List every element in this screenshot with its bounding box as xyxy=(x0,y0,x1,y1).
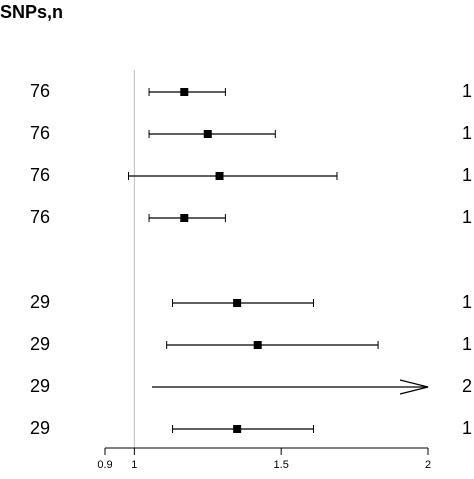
x-tick-label: 1.5 xyxy=(274,459,289,471)
point-estimate xyxy=(180,88,189,96)
snps-count-label: 29 xyxy=(30,292,51,312)
ci-arrow xyxy=(399,379,429,395)
row-right-label: 1 xyxy=(462,418,473,438)
row-right-label: 1 xyxy=(462,165,473,185)
row-right-label: 1 xyxy=(462,123,473,143)
point-estimate xyxy=(180,214,189,222)
point-estimate xyxy=(215,172,224,180)
point-estimate xyxy=(203,130,212,138)
x-tick-label: 1 xyxy=(131,459,137,471)
snps-count-label: 76 xyxy=(30,207,51,227)
snps-count-label: 29 xyxy=(30,334,51,354)
row-right-label: 1 xyxy=(462,81,473,101)
x-tick-label: 0.9 xyxy=(97,459,112,471)
row-right-label: 1 xyxy=(462,207,473,227)
point-estimate xyxy=(233,425,242,433)
snps-count-label: 76 xyxy=(30,81,51,101)
snps-count-label: 76 xyxy=(30,123,51,143)
snps-count-label: 29 xyxy=(30,376,51,396)
point-estimate xyxy=(253,341,262,349)
row-right-label: 2 xyxy=(462,376,473,396)
point-estimate xyxy=(233,299,242,307)
snps-column-header: SNPs,n xyxy=(0,2,64,22)
snps-count-label: 29 xyxy=(30,418,51,438)
x-tick-label: 2 xyxy=(425,459,431,471)
row-right-label: 1 xyxy=(462,292,473,312)
snps-count-label: 76 xyxy=(30,165,51,185)
row-right-label: 1 xyxy=(462,334,473,354)
